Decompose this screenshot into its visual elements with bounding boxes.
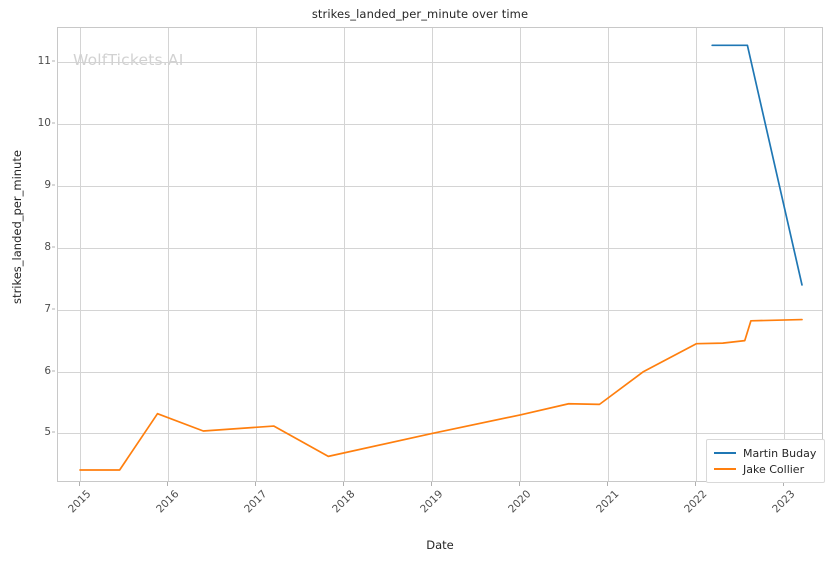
x-tick-mark (79, 482, 80, 486)
y-tick-label: 8 (44, 240, 51, 253)
y-tick-label: 5 (44, 426, 51, 439)
gridline-vertical (256, 28, 258, 481)
x-tick-label: 2022 (682, 488, 710, 516)
gridline-horizontal (58, 185, 822, 187)
y-tick-mark (51, 60, 55, 62)
legend-swatch-jake-collier (714, 468, 736, 470)
gridline-vertical (344, 28, 346, 481)
x-tick-mark (607, 482, 609, 486)
y-tick-mark (51, 308, 55, 310)
gridline-vertical (80, 28, 81, 481)
y-tick-label: 11 (37, 55, 51, 68)
x-tick-mark (167, 482, 169, 486)
gridline-horizontal (58, 371, 822, 373)
x-tick-mark (255, 482, 257, 486)
x-tick-label: 2015 (66, 488, 94, 516)
gridline-vertical (520, 28, 522, 481)
x-tick-mark (783, 482, 785, 486)
legend-item-martin-buday[interactable]: Martin Buday (714, 445, 818, 461)
y-tick-label: 9 (44, 178, 51, 191)
legend-swatch-martin-buday (714, 452, 736, 454)
x-tick-label: 2023 (770, 488, 798, 516)
y-tick-mark (51, 431, 55, 433)
chart-legend[interactable]: Martin Buday Jake Collier (706, 439, 825, 483)
x-tick-mark (431, 482, 433, 486)
gridline-vertical (432, 28, 434, 481)
x-tick-mark (519, 482, 521, 486)
y-tick-mark (51, 246, 55, 248)
legend-label-martin-buday: Martin Buday (743, 446, 817, 460)
legend-item-jake-collier[interactable]: Jake Collier (714, 461, 818, 477)
gridline-vertical (784, 28, 786, 481)
y-tick-label: 6 (44, 364, 51, 377)
series-line (79, 318, 803, 471)
y-tick-label: 7 (44, 302, 51, 315)
series-lines (79, 44, 803, 471)
x-tick-mark (695, 482, 697, 486)
gridline-horizontal (58, 123, 822, 125)
y-axis-ticks: 5 6 7 8 9 10 11 (7, 27, 55, 482)
plot-area: WolfTickets.AI (57, 27, 823, 482)
x-tick-label: 2020 (506, 488, 534, 516)
legend-label-jake-collier: Jake Collier (743, 462, 805, 476)
y-tick-label: 10 (37, 116, 51, 129)
x-axis-ticks: 2015 2016 2017 2018 2019 2020 2021 2022 2023 (57, 482, 823, 532)
x-tick-mark (343, 482, 345, 486)
gridline-horizontal (58, 247, 822, 249)
y-tick-mark (51, 370, 55, 372)
gridline-horizontal (58, 62, 822, 64)
y-tick-mark (51, 184, 55, 186)
gridline-horizontal (58, 433, 822, 435)
chart-title: strikes_landed_per_minute over time (311, 7, 529, 21)
series-line (711, 44, 803, 286)
x-tick-label: 2016 (154, 488, 182, 516)
y-axis-label: strikes_landed_per_minute (10, 150, 24, 304)
x-axis-label: Date (426, 538, 454, 552)
x-tick-label: 2017 (242, 488, 270, 516)
gridline-horizontal (58, 309, 822, 311)
x-tick-label: 2019 (418, 488, 446, 516)
x-tick-label: 2018 (330, 488, 358, 516)
x-tick-label: 2021 (594, 488, 622, 516)
y-tick-mark (51, 122, 55, 124)
watermark-text: WolfTickets.AI (73, 51, 184, 69)
gridline-vertical (696, 28, 698, 481)
gridline-vertical (608, 28, 610, 481)
gridline-vertical (168, 28, 170, 481)
